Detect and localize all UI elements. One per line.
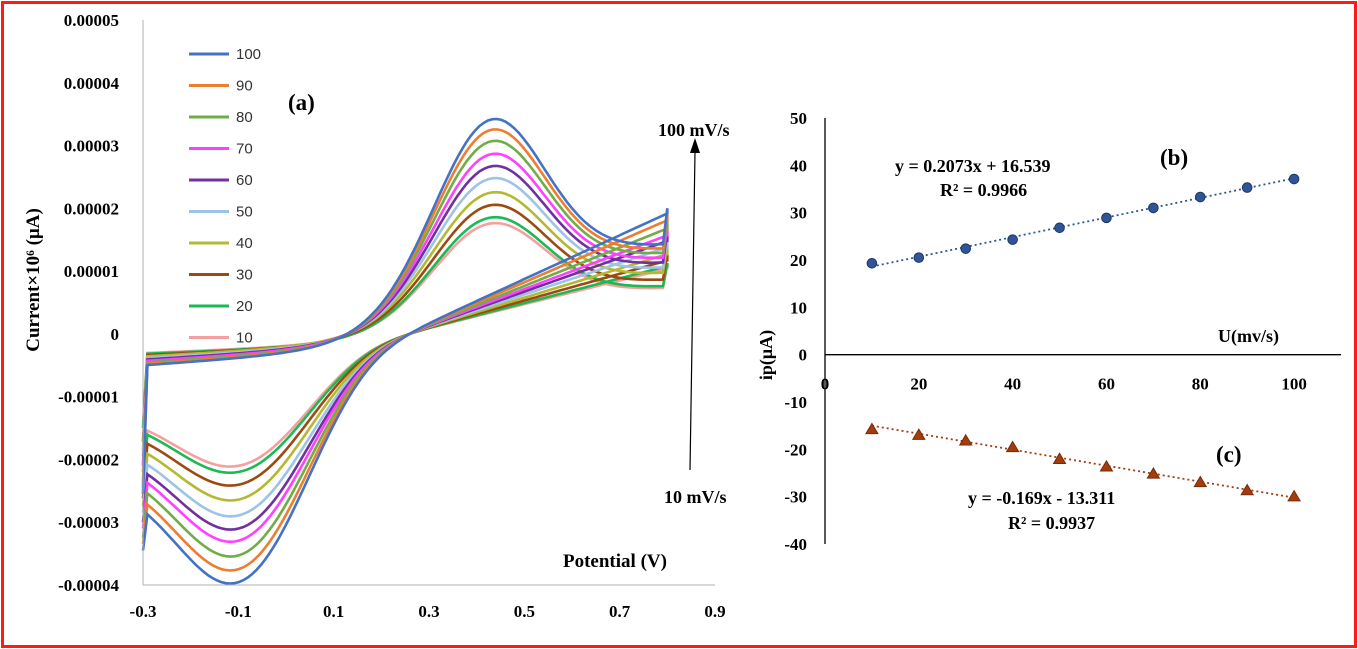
cv-x-axis-label: Potential (V) bbox=[563, 551, 667, 572]
cv-x-tick-label: -0.3 bbox=[130, 602, 157, 621]
legend-label: 90 bbox=[236, 78, 253, 95]
legend-label: 100 bbox=[236, 46, 261, 63]
cv-y-axis-label: Current×10⁶ (μA) bbox=[23, 208, 44, 352]
cv-y-tick-label: 0.00002 bbox=[64, 199, 119, 218]
ip-x-tick-label: 20 bbox=[910, 375, 927, 394]
scan-rate-annotation-top: 100 mV/s bbox=[658, 120, 730, 140]
scan-rate-annotation-bottom: 10 mV/s bbox=[664, 487, 727, 507]
cathodic-data-point bbox=[1193, 475, 1208, 488]
legend-label: 40 bbox=[236, 235, 253, 252]
ip-x-tick-label: 80 bbox=[1192, 375, 1209, 394]
cv-x-tick-label: 0.7 bbox=[609, 602, 631, 621]
ip-y-tick-labels: 50 40 30 20 10 0 -10 -20 -30 -40 bbox=[784, 109, 807, 554]
cv-axes bbox=[142, 20, 715, 586]
legend-label: 30 bbox=[236, 267, 253, 284]
cathodic-trendline bbox=[871, 424, 1295, 499]
anodic-panel-label: (b) bbox=[1160, 145, 1188, 170]
cv-curve bbox=[141, 164, 669, 531]
cathodic-data-point bbox=[1052, 452, 1067, 464]
cv-x-tick-label: 0.3 bbox=[418, 602, 439, 621]
anodic-data-point bbox=[1007, 234, 1018, 245]
cathodic-data-point bbox=[1146, 466, 1161, 479]
cv-x-tick-labels: -0.3 -0.1 0.1 0.3 0.5 0.7 0.9 bbox=[130, 602, 726, 621]
cv-y-tick-label: 0.00005 bbox=[64, 11, 119, 30]
cv-x-tick-label: 0.9 bbox=[704, 602, 725, 621]
cv-y-tick-label: -0.00004 bbox=[58, 576, 119, 595]
cathodic-fit-equation: y = -0.169x - 13.311 bbox=[968, 488, 1115, 508]
cv-y-tick-label: -0.00003 bbox=[58, 513, 119, 532]
cv-x-tick-label: 0.5 bbox=[514, 602, 535, 621]
cathodic-data-point bbox=[1240, 483, 1255, 496]
legend-label: 70 bbox=[236, 141, 253, 158]
scan-rate-arrow bbox=[689, 151, 696, 471]
anodic-data-point bbox=[960, 243, 972, 254]
ip-y-tick-label: -40 bbox=[784, 535, 807, 554]
ip-y-tick-label: 10 bbox=[790, 298, 807, 317]
cv-curve bbox=[141, 117, 669, 585]
cathodic-data-point bbox=[1005, 440, 1020, 453]
ip-y-axis-label: ip(μA) bbox=[756, 330, 777, 380]
anodic-fit-equation: y = 0.2073x + 16.539 bbox=[895, 156, 1051, 176]
ip-x-tick-label: 100 bbox=[1281, 375, 1307, 394]
cv-y-tick-label: 0 bbox=[111, 325, 120, 344]
ip-x-tick-label: 60 bbox=[1098, 375, 1115, 394]
anodic-data-point bbox=[1054, 222, 1065, 234]
anodic-fit-r2: R² = 0.9966 bbox=[940, 180, 1027, 200]
anodic-data-point bbox=[1148, 202, 1159, 214]
legend-label: 20 bbox=[236, 298, 253, 315]
cv-legend: 100 90 80 70 60 50 40 30 20 10 bbox=[189, 46, 261, 347]
anodic-data-point bbox=[913, 252, 925, 263]
ip-x-tick-label: 0 bbox=[821, 375, 830, 394]
scan-rate-arrow-head bbox=[690, 138, 700, 153]
anodic-data-point bbox=[1241, 182, 1253, 193]
cv-y-tick-label: 0.00001 bbox=[64, 262, 119, 281]
ip-series bbox=[865, 173, 1301, 502]
ip-y-tick-label: 30 bbox=[790, 204, 807, 223]
cv-y-tick-label: -0.00001 bbox=[58, 388, 119, 407]
cathodic-data-point bbox=[911, 428, 926, 440]
cathodic-fit-r2: R² = 0.9937 bbox=[1008, 513, 1095, 533]
ip-y-tick-label: -20 bbox=[784, 440, 807, 459]
cv-panel-label: (a) bbox=[288, 90, 315, 115]
legend-label: 60 bbox=[236, 172, 253, 189]
cv-y-tick-label: -0.00002 bbox=[58, 450, 119, 469]
cv-y-tick-label: 0.00003 bbox=[64, 137, 119, 156]
ip-axes bbox=[824, 118, 1341, 544]
anodic-data-point bbox=[866, 258, 878, 269]
ip-y-tick-label: -30 bbox=[784, 488, 807, 507]
anodic-trendline bbox=[871, 177, 1295, 268]
ip-y-tick-label: 50 bbox=[790, 109, 807, 128]
ip-x-tick-label: 40 bbox=[1004, 375, 1021, 394]
cv-x-tick-label: -0.1 bbox=[225, 602, 252, 621]
ip-y-tick-label: 0 bbox=[799, 346, 808, 365]
ip-x-axis-label: U(mv/s) bbox=[1218, 326, 1279, 347]
ip-y-tick-label: 40 bbox=[790, 156, 807, 175]
cathodic-panel-label: (c) bbox=[1216, 442, 1242, 467]
cv-y-tick-labels: 0.00005 0.00004 0.00003 0.00002 0.00001 0 -0.0… bbox=[58, 11, 119, 595]
cv-curves bbox=[141, 117, 669, 585]
cathodic-data-point bbox=[1287, 489, 1301, 502]
legend-label: 10 bbox=[236, 330, 253, 347]
cv-plot: -0.3 -0.1 0.1 0.3 0.5 0.7 0.9 0.000050.000040.… bbox=[23, 11, 730, 621]
legend-label: 50 bbox=[236, 204, 253, 221]
cathodic-data-point bbox=[958, 433, 973, 446]
ip-x-tick-labels: 0 20 40 60 80 100 bbox=[821, 375, 1307, 394]
anodic-data-point bbox=[1288, 173, 1300, 185]
anodic-data-point bbox=[1194, 191, 1206, 203]
ip-y-tick-label: 20 bbox=[790, 251, 807, 270]
anodic-data-point bbox=[1101, 212, 1112, 224]
legend-label: 80 bbox=[236, 109, 253, 126]
cv-x-tick-label: 0.1 bbox=[323, 602, 344, 621]
cathodic-data-point bbox=[1099, 459, 1114, 472]
cv-y-tick-label: 0.00004 bbox=[64, 74, 120, 93]
ip-y-tick-label: -10 bbox=[784, 393, 807, 412]
cathodic-data-point bbox=[865, 422, 879, 435]
